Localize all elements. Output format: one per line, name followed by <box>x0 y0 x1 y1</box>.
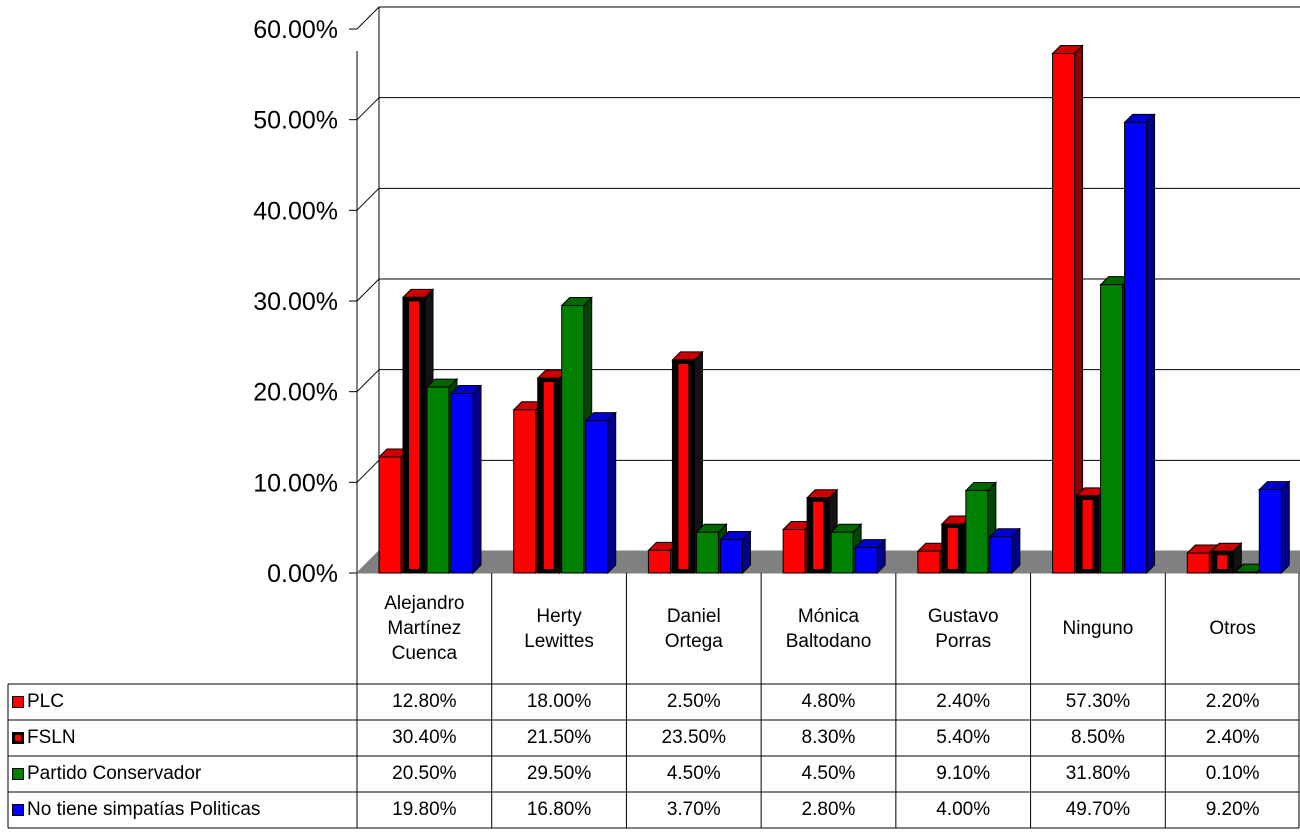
bar <box>671 350 704 575</box>
bar <box>719 530 752 575</box>
y-tick-label: 40.00% <box>253 197 338 225</box>
data-table-value: 5.40% <box>936 727 991 748</box>
data-table-value: 4.00% <box>936 799 991 820</box>
data-table-value: 12.80% <box>392 691 457 712</box>
bar <box>584 411 617 575</box>
data-table-value: 49.70% <box>1065 799 1131 820</box>
bar <box>1258 480 1291 575</box>
legend-label: PLC <box>27 691 64 712</box>
legend-entry: FSLN <box>8 720 357 756</box>
data-table-value: 29.50% <box>526 763 592 784</box>
data-table-value: 3.70% <box>666 799 721 820</box>
data-table-value: 8.50% <box>1070 727 1125 748</box>
y-tick-label: 10.00% <box>253 469 338 497</box>
y-tick-label: 30.00% <box>253 288 338 316</box>
data-table-value: 21.50% <box>526 727 592 748</box>
category-label: Mónica Baltodano <box>785 605 872 652</box>
category-label: Gustavo Porras <box>927 605 999 652</box>
category-label: Daniel Ortega <box>664 605 723 652</box>
y-tick-label: 0.00% <box>267 560 338 588</box>
data-table-value: 57.30% <box>1065 691 1131 712</box>
bar <box>853 538 887 575</box>
category-label: Otros <box>1209 618 1256 639</box>
legend-label: No tiene simpatías Politicas <box>27 799 261 820</box>
data-table-value: 18.00% <box>526 691 592 712</box>
data-table-value: 4.50% <box>801 763 856 784</box>
legend-entry: PLC <box>8 684 357 720</box>
legend-swatch <box>12 696 24 708</box>
gridline-side <box>356 459 380 483</box>
gridline-side <box>356 97 380 121</box>
legend-label: FSLN <box>27 727 76 748</box>
y-tick-label: 50.00% <box>253 107 338 135</box>
bar <box>1123 113 1156 575</box>
gridline-side <box>356 278 380 302</box>
y-tick-label: 60.00% <box>253 16 338 44</box>
category-label: Ninguno <box>1062 618 1134 639</box>
data-table-value: 30.40% <box>392 727 457 748</box>
data-table-value: 2.20% <box>1205 691 1260 712</box>
data-table-value: 9.10% <box>936 763 991 784</box>
gridline-side <box>356 6 380 30</box>
category-label: Herty Lewittes <box>524 605 594 652</box>
bar <box>1210 542 1243 575</box>
data-table-value: 0.10% <box>1205 763 1260 784</box>
data-table-value: 20.50% <box>392 763 457 784</box>
data-table-value: 9.20% <box>1205 799 1260 820</box>
data-table-value: 2.50% <box>666 691 721 712</box>
legend-swatch <box>12 804 24 816</box>
data-table-value: 4.50% <box>666 763 721 784</box>
data-table-value: 4.80% <box>801 691 856 712</box>
data-table-value: 2.80% <box>801 799 856 820</box>
legend-swatch <box>12 732 24 744</box>
y-tick-label: 20.00% <box>253 379 338 407</box>
gridline-side <box>356 187 380 211</box>
data-table-value: 2.40% <box>1205 727 1260 748</box>
data-table-value: 19.80% <box>392 799 457 820</box>
data-table-value: 23.50% <box>661 727 726 748</box>
bar <box>449 384 483 575</box>
bar <box>988 527 1022 575</box>
legend-swatch <box>12 768 24 780</box>
category-label: Alejandro Martínez Cuenca <box>384 593 465 664</box>
legend-entry: Partido Conservador <box>8 756 357 792</box>
data-table-value: 8.30% <box>801 727 856 748</box>
data-table-value: 16.80% <box>526 799 592 820</box>
data-table-value: 2.40% <box>936 691 991 712</box>
gridline-side <box>356 369 380 393</box>
legend-entry: No tiene simpatías Politicas <box>8 792 357 828</box>
legend-label: Partido Conservador <box>27 763 202 784</box>
data-table-value: 31.80% <box>1065 763 1131 784</box>
